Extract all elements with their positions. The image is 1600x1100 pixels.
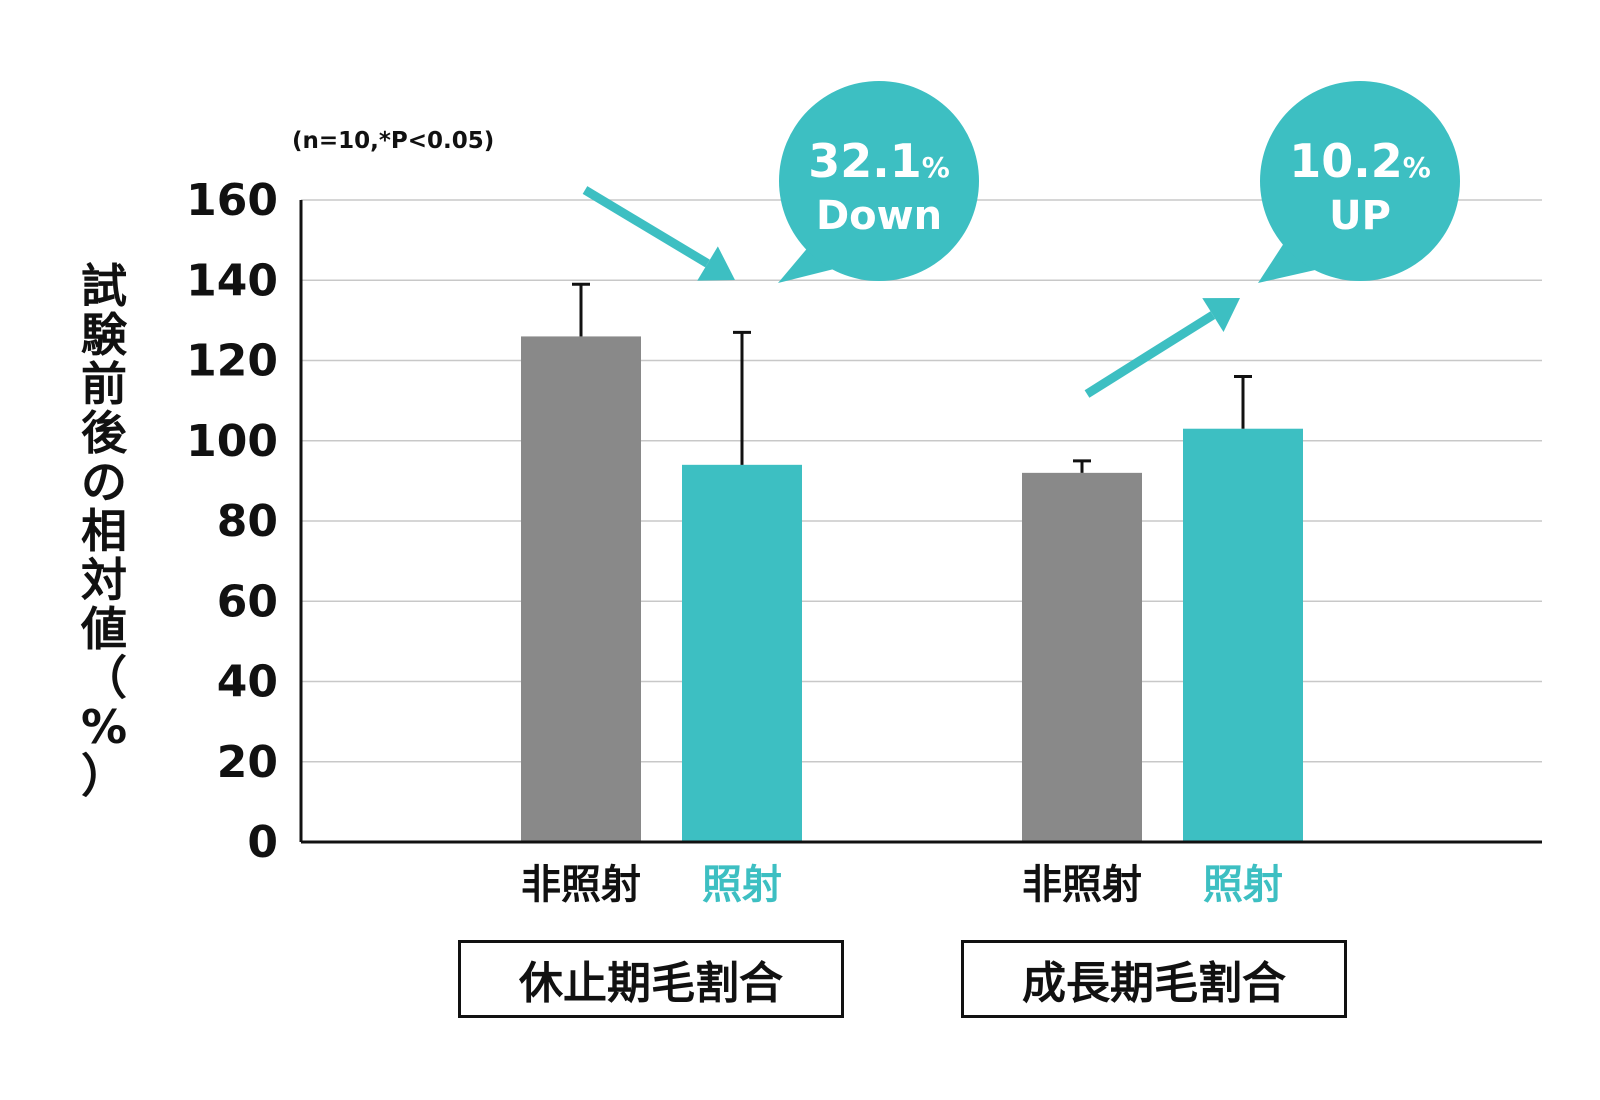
bubble-tail-1 <box>1258 240 1324 283</box>
bar-g1-b0 <box>1022 472 1142 842</box>
x-label-g0-b1: 照射 <box>702 862 782 908</box>
y-tick-labels: 0 20 40 60 80 100 120 140 160 <box>186 175 278 868</box>
callout-value-0: 32.1% <box>808 134 950 188</box>
y-tick-label-100: 100 <box>186 416 278 467</box>
bars <box>521 336 1303 842</box>
gridlines <box>301 199 1542 763</box>
y-tick-label-0: 0 <box>247 817 278 868</box>
x-category-labels: 非照射 照射 非照射 照射 <box>521 862 1283 908</box>
bubble-tail-0 <box>778 245 846 283</box>
bar-g1-b1 <box>1183 428 1303 842</box>
callout-value-1: 10.2% <box>1289 134 1431 188</box>
sample-note: (n=10,*P<0.05) <box>292 128 495 154</box>
y-tick-label-120: 120 <box>186 336 278 387</box>
x-label-g1-b1: 照射 <box>1203 862 1283 908</box>
arrow-head-0 <box>697 246 735 281</box>
callout-text-0: Down <box>816 193 942 239</box>
axes <box>299 200 1542 844</box>
arrow-shaft-1 <box>1084 311 1216 398</box>
y-tick-label-20: 20 <box>217 737 278 788</box>
group-label-growth-phase: 成長期毛割合 <box>961 940 1347 1018</box>
x-label-g1-b0: 非照射 <box>1022 862 1142 908</box>
arrow-shaft-0 <box>582 186 710 268</box>
error-bars <box>572 282 1252 473</box>
callout-text-1: UP <box>1329 193 1391 239</box>
bar-g0-b0 <box>521 336 641 842</box>
y-axis-label: 試験前後の相対値（%） <box>80 259 128 803</box>
callouts: 32.1% Down 10.2% UP <box>582 81 1460 398</box>
y-tick-label-140: 140 <box>186 255 278 306</box>
y-tick-label-80: 80 <box>217 496 278 547</box>
y-tick-label-60: 60 <box>217 576 278 627</box>
y-tick-label-40: 40 <box>217 657 278 708</box>
y-tick-label-160: 160 <box>186 175 278 226</box>
callout-bubble-0 <box>779 81 979 281</box>
callout-bubble-1 <box>1260 81 1460 281</box>
group-label-resting-phase: 休止期毛割合 <box>458 940 844 1018</box>
arrow-head-1 <box>1202 298 1240 332</box>
x-label-g0-b0: 非照射 <box>521 862 641 908</box>
bar-g0-b1 <box>682 464 802 842</box>
